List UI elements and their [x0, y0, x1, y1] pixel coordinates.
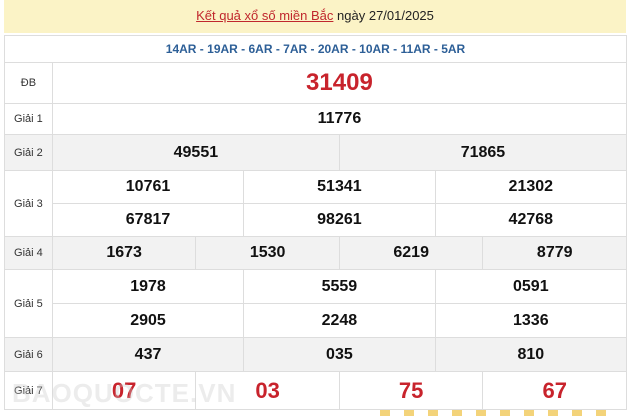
prize-4: 6219	[338, 236, 484, 270]
prize-3: 67817	[51, 203, 245, 237]
prize-7: 03	[195, 371, 340, 410]
prize-3: 10761	[51, 170, 245, 204]
prize-3: 42768	[434, 203, 628, 237]
label-g3: Giải 3	[4, 170, 53, 237]
prize-2: 49551	[51, 134, 340, 171]
label-g5: Giải 5	[4, 269, 53, 338]
prize-2: 71865	[338, 134, 628, 171]
label-db: ĐB	[4, 62, 53, 104]
prize-4: 8779	[482, 236, 627, 270]
prize-6: 035	[243, 337, 436, 372]
prize-5: 0591	[434, 269, 628, 304]
prize-7: 07	[51, 371, 197, 410]
prize-4: 1530	[195, 236, 340, 270]
label-g1: Giải 1	[4, 103, 53, 135]
prize-3: 98261	[243, 203, 436, 237]
prize-5: 2248	[243, 303, 436, 338]
prize-5: 1336	[434, 303, 628, 338]
prize-5: 2905	[51, 303, 245, 338]
label-g6: Giải 6	[4, 337, 53, 372]
prize-5: 5559	[243, 269, 436, 304]
prize-4: 1673	[51, 236, 197, 270]
prize-3: 51341	[243, 170, 436, 204]
decorative-dots	[380, 410, 620, 416]
results-date: ngày 27/01/2025	[337, 8, 434, 23]
label-g2: Giải 2	[4, 134, 53, 171]
prize-6: 437	[51, 337, 245, 372]
results-title-link[interactable]: Kết quả xổ số miền Bắc	[196, 8, 334, 23]
prize-7: 75	[338, 371, 484, 410]
prize-5: 1978	[51, 269, 245, 304]
prize-6: 810	[434, 337, 628, 372]
label-g7: Giải 7	[4, 371, 53, 410]
results-table: 14AR - 19AR - 6AR - 7AR - 20AR - 10AR - …	[4, 35, 628, 410]
prize-3: 21302	[434, 170, 628, 204]
prize-7: 67	[482, 371, 627, 410]
prize-1: 11776	[51, 103, 628, 135]
ticket-codes: 14AR - 19AR - 6AR - 7AR - 20AR - 10AR - …	[4, 35, 627, 63]
results-header: Kết quả xổ số miền Bắc ngày 27/01/2025	[4, 0, 626, 33]
label-g4: Giải 4	[4, 236, 53, 270]
special-prize: 31409	[51, 62, 628, 104]
